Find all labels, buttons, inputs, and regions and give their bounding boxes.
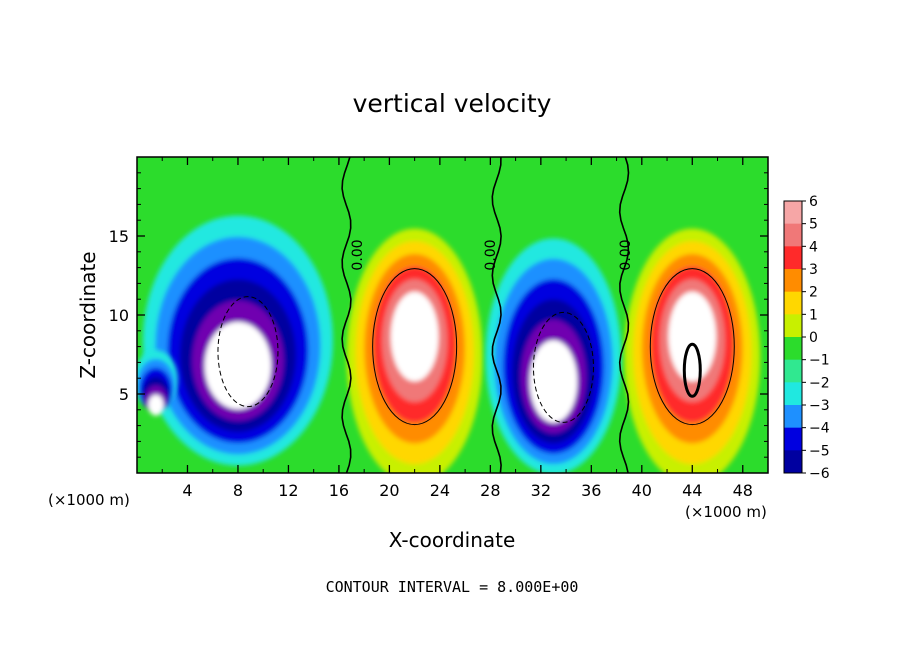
downdraft-contour bbox=[217, 296, 279, 408]
colorbar-swatch bbox=[784, 246, 802, 270]
y-tick-label: 10 bbox=[109, 306, 129, 325]
contour-lines bbox=[217, 157, 735, 473]
colorbar-tick-label: −3 bbox=[809, 398, 830, 414]
colorbar-swatch bbox=[784, 427, 802, 451]
x-tick-label: 20 bbox=[379, 481, 399, 500]
colorbar-tick-label: 5 bbox=[809, 217, 818, 233]
x-tick-label: 44 bbox=[682, 481, 702, 500]
colorbar-swatch bbox=[784, 291, 802, 315]
colorbar-swatch bbox=[784, 337, 802, 361]
colorbar-tick-label: −4 bbox=[809, 421, 830, 437]
colorbar-tick-label: 6 bbox=[809, 194, 818, 210]
colorbar-tick-label: 1 bbox=[809, 307, 818, 323]
colorbar: 6 5 4 3 2 1 0 −1 −2 −3 −4 −5 −6 bbox=[783, 194, 830, 482]
x-unit-label-right: (×1000 m) bbox=[685, 503, 767, 521]
chart-title: vertical velocity bbox=[353, 89, 552, 118]
contour-label-3: 0.00 bbox=[618, 239, 634, 270]
updraft-contour bbox=[649, 268, 735, 426]
field-band bbox=[204, 321, 272, 410]
y-axis-label: Z-coordinate bbox=[76, 251, 100, 378]
colorbar-tick-label: 4 bbox=[809, 239, 818, 255]
field-updraft-2 bbox=[346, 228, 483, 473]
colorbar-swatch bbox=[784, 314, 802, 338]
colorbar-tick-label: −5 bbox=[809, 443, 830, 459]
x-tick-label: 28 bbox=[480, 481, 500, 500]
x-axis-label: X-coordinate bbox=[389, 528, 516, 552]
colorbar-swatch bbox=[784, 359, 802, 383]
x-tick-label: 16 bbox=[329, 481, 349, 500]
colorbar-tick-label: 2 bbox=[809, 285, 818, 301]
field-band bbox=[390, 291, 439, 382]
field-downdraft-3 bbox=[485, 238, 622, 473]
y-tick-labels: 5 10 15 bbox=[109, 227, 129, 404]
zero-contour bbox=[618, 157, 630, 473]
x-tick-label: 48 bbox=[733, 481, 753, 500]
colorbar-swatch bbox=[784, 382, 802, 406]
x-tick-label: 12 bbox=[278, 481, 298, 500]
colorbar-tick-label: −1 bbox=[809, 353, 830, 369]
updraft-contour bbox=[372, 268, 458, 426]
x-tick-labels: 4 8 12 16 20 24 28 32 36 40 44 48 bbox=[182, 481, 753, 500]
colorbar-tick-label: 0 bbox=[809, 330, 818, 346]
x-tick-label: 24 bbox=[430, 481, 450, 500]
x-unit-label-left: (×1000 m) bbox=[48, 491, 130, 509]
field-downdraft-5 bbox=[137, 350, 178, 416]
field-updraft-4 bbox=[624, 228, 761, 473]
colorbar-swatch bbox=[784, 405, 802, 429]
updraft-max-contour bbox=[682, 342, 702, 398]
colorbar-swatch bbox=[784, 269, 802, 293]
colorbar-swatch bbox=[784, 201, 802, 225]
colorbar-swatch bbox=[784, 223, 802, 247]
x-tick-label: 8 bbox=[233, 481, 243, 500]
axis-ticks bbox=[137, 157, 768, 473]
contour-label-1: 0.00 bbox=[350, 239, 366, 270]
downdraft-contour bbox=[532, 311, 594, 423]
x-tick-label: 4 bbox=[182, 481, 192, 500]
x-tick-label: 40 bbox=[632, 481, 652, 500]
field-band bbox=[148, 394, 164, 416]
contour-label-2: 0.00 bbox=[483, 239, 499, 270]
velocity-field bbox=[137, 215, 761, 473]
x-tick-label: 36 bbox=[581, 481, 601, 500]
field-band bbox=[668, 291, 717, 382]
field-downdraft-1 bbox=[142, 215, 333, 466]
zero-contour bbox=[341, 157, 352, 473]
contour-interval-footer: CONTOUR INTERVAL = 8.000E+00 bbox=[326, 578, 579, 596]
y-tick-label: 15 bbox=[109, 227, 129, 246]
colorbar-tick-label: −2 bbox=[809, 375, 830, 391]
colorbar-tick-label: 3 bbox=[809, 262, 818, 278]
colorbar-tick-label: −6 bbox=[809, 466, 830, 482]
plot-area bbox=[137, 157, 768, 473]
colorbar-swatch bbox=[784, 450, 802, 474]
x-tick-label: 32 bbox=[531, 481, 551, 500]
y-tick-label: 5 bbox=[119, 385, 129, 404]
zero-contour bbox=[491, 157, 502, 473]
field-band bbox=[529, 340, 578, 423]
